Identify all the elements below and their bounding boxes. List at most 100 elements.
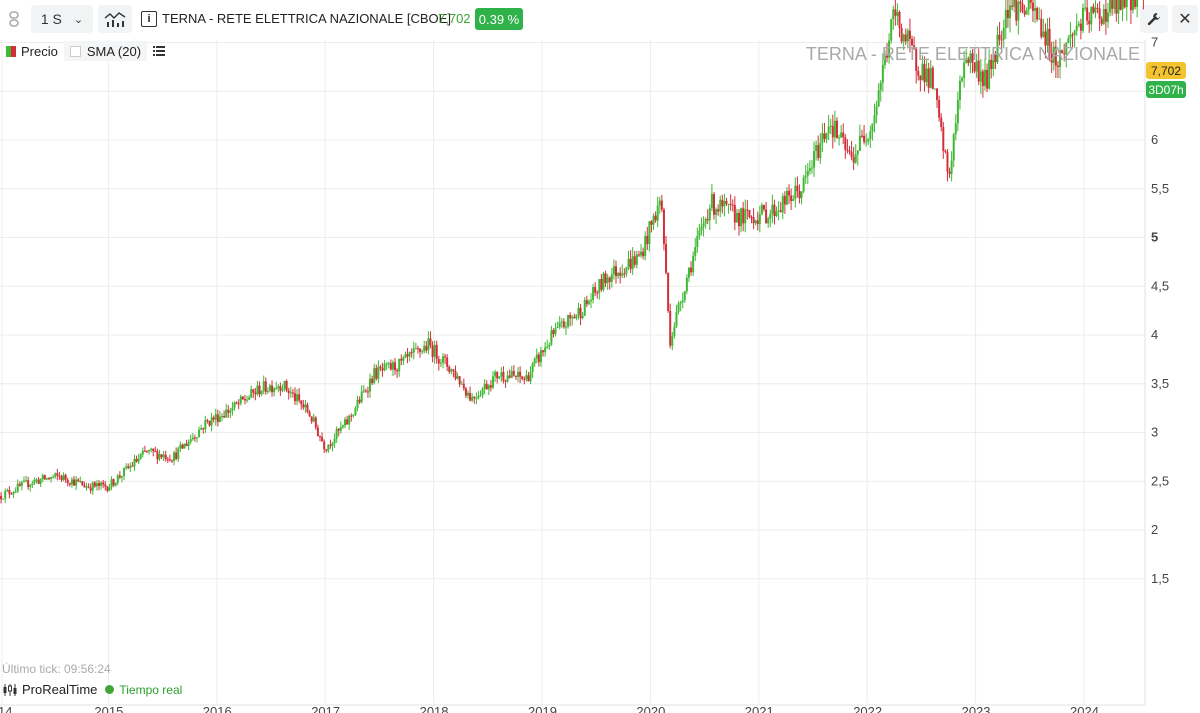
candle-body: [466, 392, 469, 396]
candle-body: [662, 209, 665, 244]
candle-body: [965, 58, 968, 63]
candle-body: [617, 272, 620, 277]
candle-body: [704, 218, 707, 224]
candle-body: [279, 386, 282, 391]
candle-body: [235, 402, 238, 404]
candle-body: [398, 358, 401, 372]
candle-body: [31, 483, 34, 485]
candle-body: [283, 380, 286, 389]
candle-body: [318, 435, 321, 438]
candle-body: [281, 388, 284, 391]
candle-body: [542, 350, 545, 353]
y-tick-label: 3,5: [1151, 376, 1169, 391]
candle-body: [1136, 0, 1139, 7]
candle-body: [450, 369, 453, 372]
candle-body: [145, 451, 148, 453]
candle-body: [894, 9, 897, 16]
candle-body: [763, 205, 766, 210]
legend-item-sma[interactable]: SMA (20): [63, 41, 148, 61]
candle-body: [900, 27, 903, 42]
candle-body: [723, 200, 726, 207]
candle-body: [635, 254, 638, 265]
candle-body: [268, 385, 271, 391]
candle-body: [721, 199, 724, 207]
candle-body: [412, 348, 415, 353]
timeframe-select[interactable]: 1 S ⌄: [31, 5, 93, 33]
candle-body: [75, 479, 78, 486]
candle-body: [296, 394, 299, 402]
candle-body: [416, 348, 419, 350]
candle-body: [694, 247, 697, 256]
candle-body: [406, 354, 409, 357]
candle-body: [362, 390, 365, 392]
candle-body: [314, 417, 317, 428]
candle-body: [610, 274, 613, 282]
legend-menu-button[interactable]: [147, 41, 171, 61]
last-price-tag: 7,702: [1146, 62, 1186, 79]
info-icon[interactable]: i: [141, 11, 157, 27]
candle-body: [87, 486, 90, 488]
candle-body: [735, 212, 738, 223]
candle-body: [523, 378, 526, 380]
candle-body: [936, 88, 939, 101]
candle-body: [813, 150, 816, 168]
wrench-icon: [1147, 13, 1160, 26]
candle-body: [0, 495, 3, 500]
candle-body: [360, 391, 363, 403]
candle-body: [986, 69, 989, 89]
candle-body: [204, 420, 207, 430]
candle-body: [206, 420, 209, 422]
candle-body: [266, 390, 269, 392]
candle-body: [277, 386, 280, 389]
candle-body: [27, 480, 30, 487]
legend-item-price[interactable]: Precio: [0, 41, 64, 61]
candle-body: [1048, 28, 1051, 54]
candle-body: [554, 327, 557, 334]
candle-body: [737, 212, 740, 227]
candle-body: [354, 408, 357, 415]
settings-button[interactable]: [1140, 5, 1168, 33]
candle-body: [700, 226, 703, 231]
candle-body: [615, 266, 618, 277]
candle-body: [114, 482, 117, 486]
candle-body: [1131, 0, 1134, 11]
candle-body: [262, 381, 265, 392]
candle-body: [569, 315, 572, 319]
link-icon[interactable]: [2, 5, 26, 33]
candle-body: [740, 208, 743, 227]
candle-body: [252, 389, 255, 393]
candle-body: [729, 203, 732, 205]
candle-body: [804, 175, 807, 178]
candle-body: [952, 134, 955, 161]
candle-body: [321, 437, 324, 442]
candle-body: [346, 419, 349, 425]
close-button[interactable]: ✕: [1172, 5, 1198, 33]
candle-body: [339, 427, 342, 431]
candle-body: [460, 383, 463, 385]
candle-body: [423, 345, 426, 352]
candle-body: [977, 60, 980, 82]
candle-body: [489, 385, 492, 388]
candle-body: [331, 443, 334, 446]
candle-body: [193, 437, 196, 439]
candle-body: [10, 493, 13, 495]
candle-body: [4, 491, 7, 499]
candle-body: [556, 326, 559, 328]
candle-body: [969, 53, 972, 63]
candle-body: [150, 448, 153, 450]
candle-body: [598, 279, 601, 293]
candle-body: [744, 209, 747, 224]
candle-body: [221, 416, 224, 418]
candle-body: [623, 273, 626, 275]
chart-type-button[interactable]: [98, 5, 132, 33]
candle-body: [973, 62, 976, 72]
candle-body: [1092, 6, 1095, 13]
list-icon: [153, 46, 166, 56]
candle-body: [464, 388, 467, 396]
candle-body: [425, 345, 428, 351]
link-icon-svg: [9, 11, 19, 27]
candle-body: [1004, 9, 1007, 28]
candle-body: [815, 145, 818, 151]
candle-body: [865, 141, 868, 143]
